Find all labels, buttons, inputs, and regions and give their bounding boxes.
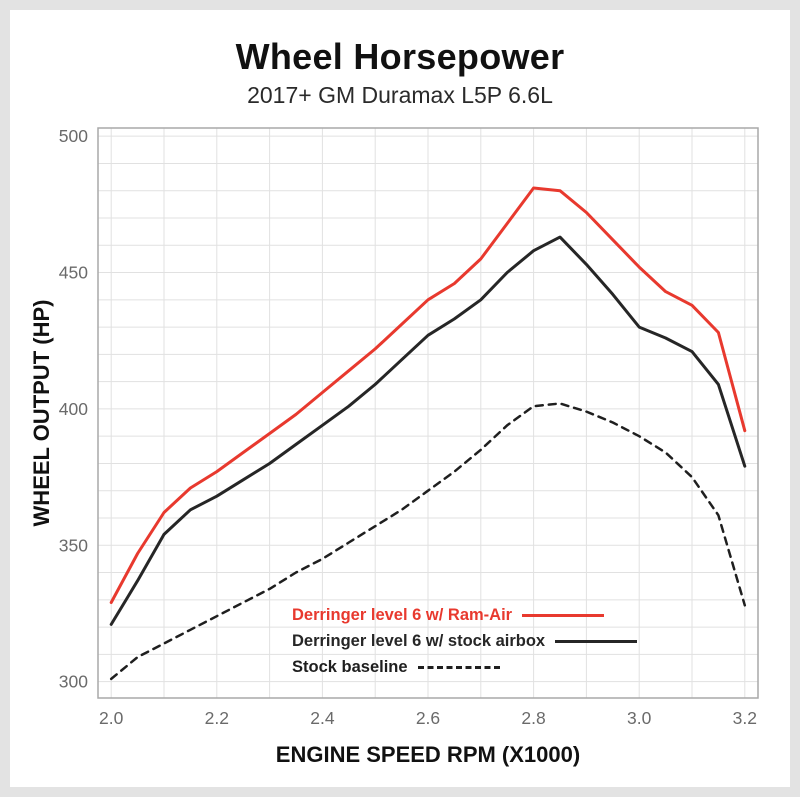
x-tick-label: 2.0 — [99, 708, 124, 728]
series-line-0 — [109, 186, 747, 604]
x-tick-label: 2.2 — [205, 708, 229, 728]
axis-border — [97, 127, 759, 699]
chart-card: 2.0 2.2 2.4 2.6 2.8 3.0 3.2 300 350 400 450 500 Whe… — [10, 10, 790, 787]
legend-line-sample-stock-airbox — [555, 639, 638, 643]
x-axis-label: ENGINE SPEED RPM (X1000) — [275, 742, 581, 767]
x-tick-label: 3.0 — [627, 708, 652, 728]
legend-line-sample-stock-baseline — [417, 665, 500, 669]
legend: Derringer level 6 w/ Ram-Air Derringer l… — [292, 602, 638, 680]
y-tick-label: 350 — [59, 535, 88, 555]
y-tick-label: 450 — [59, 263, 88, 283]
x-tick-label: 2.4 — [310, 708, 335, 728]
y-axis-label: WHEEL OUTPUT (HP) — [29, 299, 54, 527]
legend-line-sample-ram-air — [522, 613, 605, 617]
x-tick-label: 3.2 — [733, 708, 757, 728]
legend-label-stock-baseline: Stock baseline — [292, 657, 408, 676]
x-tick-label: 2.8 — [521, 708, 545, 728]
legend-item-ram-air: Derringer level 6 w/ Ram-Air — [292, 602, 637, 628]
y-tick-label: 500 — [59, 126, 88, 146]
plot-area: 2.0 2.2 2.4 2.6 2.8 3.0 3.2 300 350 400 450 500 — [59, 126, 759, 728]
legend-label-ram-air: Derringer level 6 w/ Ram-Air — [292, 605, 513, 624]
y-tick-label: 400 — [59, 399, 88, 419]
x-tick-label: 2.6 — [416, 708, 440, 728]
series-line-2 — [109, 402, 747, 681]
chart-subtitle: 2017+ GM Duramax L5P 6.6L — [247, 82, 553, 108]
legend-item-stock-baseline: Stock baseline — [292, 654, 637, 680]
chart-title: Wheel Horsepower — [235, 36, 565, 77]
legend-item-stock-airbox: Derringer level 6 w/ stock airbox — [292, 628, 638, 654]
legend-label-stock-airbox: Derringer level 6 w/ stock airbox — [292, 631, 546, 650]
y-tick-label: 300 — [59, 672, 88, 692]
series-line-1 — [109, 235, 747, 626]
